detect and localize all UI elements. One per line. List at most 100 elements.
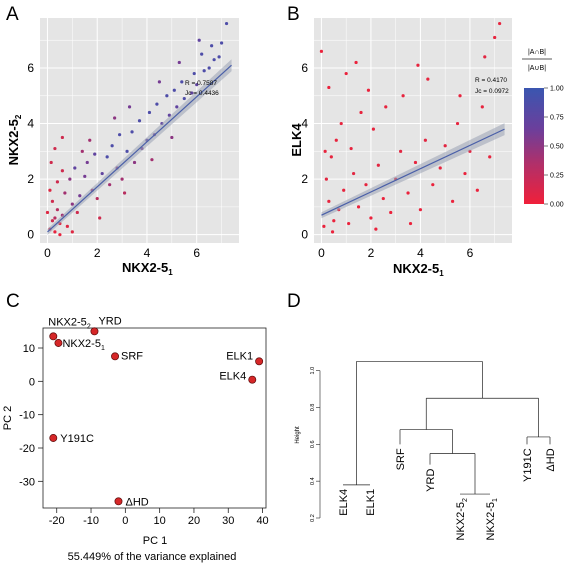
pb-data-point xyxy=(322,224,326,228)
panel-d-leaf-label: YRD xyxy=(425,469,437,492)
pa-data-point xyxy=(202,69,206,73)
pa-data-point xyxy=(207,66,211,70)
panel-label-d: D xyxy=(287,291,301,312)
pb-data-point xyxy=(354,60,358,65)
pa-data-point xyxy=(172,88,176,92)
pa-data-point xyxy=(180,80,184,84)
pb-data-point xyxy=(344,71,348,76)
pa-data-point xyxy=(219,41,224,45)
legend-color-bar xyxy=(524,88,544,204)
panel-b-annotation-r: R = 0.4170 xyxy=(475,77,507,84)
panel-c-x-tick-label: 30 xyxy=(222,515,234,527)
pa-data-point xyxy=(192,71,196,76)
panel-c-point xyxy=(54,339,63,347)
panel-c-point-label: NKX2-52 xyxy=(48,316,91,330)
pa-data-point xyxy=(98,216,102,220)
pb-data-point xyxy=(374,227,378,231)
pb-data-point xyxy=(483,55,487,59)
pb-x-tick-label: 0 xyxy=(318,246,325,260)
panel-d-leaf-label: NKX2-51 xyxy=(485,498,499,541)
panel-label-b: B xyxy=(287,4,300,25)
pb-data-point xyxy=(418,208,423,212)
panel-c-x-tick-label: -10 xyxy=(83,515,99,527)
pb-data-point xyxy=(488,155,492,159)
pb-data-point xyxy=(327,85,331,90)
pb-data-point xyxy=(431,183,435,187)
pa-y-tick-label: 0 xyxy=(27,228,34,242)
pa-data-point xyxy=(217,55,221,59)
pb-data-point xyxy=(349,146,353,151)
pa-data-point xyxy=(150,158,154,162)
pa-data-point xyxy=(130,130,134,134)
pa-data-point xyxy=(53,216,57,220)
panel-c-point-label: YRD xyxy=(98,315,121,327)
panel-d-leaf-label: SRF xyxy=(395,448,407,470)
legend-tick-label: 0.25 xyxy=(550,173,564,180)
pa-data-point xyxy=(125,149,129,153)
pa-data-point xyxy=(147,110,152,115)
panel-b-x-axis-label: NKX2-51 xyxy=(393,261,444,278)
pb-data-point xyxy=(323,149,327,153)
pa-data-point xyxy=(60,135,64,140)
pa-data-point xyxy=(85,160,89,165)
pa-data-point xyxy=(105,155,109,159)
pb-data-point xyxy=(329,155,333,159)
pa-data-point xyxy=(108,183,112,187)
panel-c-point xyxy=(49,332,58,341)
pb-data-point xyxy=(371,127,375,131)
panel-c-y-tick-label: -30 xyxy=(19,476,35,488)
panel-c-point xyxy=(111,352,119,361)
panel-d-y-tick-label: 0.6 xyxy=(310,440,316,448)
pb-data-point xyxy=(406,191,410,195)
pa-data-point xyxy=(49,160,53,165)
pb-data-point xyxy=(426,77,430,81)
pa-data-point xyxy=(45,210,50,215)
pa-data-point xyxy=(93,152,97,156)
pa-data-point xyxy=(170,135,174,140)
pa-x-tick-label: 0 xyxy=(44,246,51,260)
pb-data-point xyxy=(493,35,497,40)
panel-c-y-tick-label: -20 xyxy=(19,443,35,455)
pb-data-point xyxy=(359,110,363,115)
panel-c-y-tick-label: -10 xyxy=(19,410,35,422)
pa-data-point xyxy=(132,160,137,165)
pa-data-point xyxy=(70,230,74,234)
pa-data-point xyxy=(88,138,92,142)
pb-data-point xyxy=(463,171,467,176)
pa-data-point xyxy=(118,133,122,137)
panel-a-x-axis-label: NKX2-51 xyxy=(122,260,173,277)
pa-data-point xyxy=(210,44,214,48)
pb-data-point xyxy=(401,94,405,98)
pb-x-tick-label: 4 xyxy=(417,246,424,260)
panel-c-y-tick-label: 10 xyxy=(23,343,35,355)
pa-data-point xyxy=(95,196,99,201)
pa-data-point xyxy=(53,146,57,151)
pa-data-point xyxy=(120,177,124,181)
panel-c-y-axis-label: PC 2 xyxy=(2,406,14,430)
pa-data-point xyxy=(113,116,117,120)
panel-c-point xyxy=(49,434,58,442)
panel-d-y-tick-label: 0.8 xyxy=(310,404,316,412)
pa-data-point xyxy=(75,210,79,215)
pb-data-point xyxy=(339,121,343,126)
pb-y-tick-label: 2 xyxy=(301,172,308,186)
pa-data-point xyxy=(60,169,64,173)
pb-y-tick-label: 4 xyxy=(301,117,308,131)
panel-c-point xyxy=(114,497,123,506)
panel-c-x-tick-label: 10 xyxy=(154,515,166,527)
pb-data-point xyxy=(330,230,335,234)
panel-c-point-label: SRF xyxy=(121,350,143,362)
pa-data-point xyxy=(65,224,69,228)
panel-c-point xyxy=(248,375,257,384)
panel-c-chart: -20 -10 0 10 20 30 40 10 0 -10 -20 -30 NKX2-52 YRD NK… xyxy=(2,315,269,563)
pa-data-point xyxy=(177,60,181,65)
pb-data-point xyxy=(451,199,455,203)
panel-c-point xyxy=(90,327,99,336)
pa-data-point xyxy=(155,102,159,106)
pb-data-point xyxy=(324,177,328,181)
pb-y-tick-label: 0 xyxy=(301,228,308,242)
pb-data-point xyxy=(475,188,479,192)
pb-data-point xyxy=(319,49,324,53)
panel-a-annotation-r: R = 0.7587 xyxy=(185,80,217,87)
